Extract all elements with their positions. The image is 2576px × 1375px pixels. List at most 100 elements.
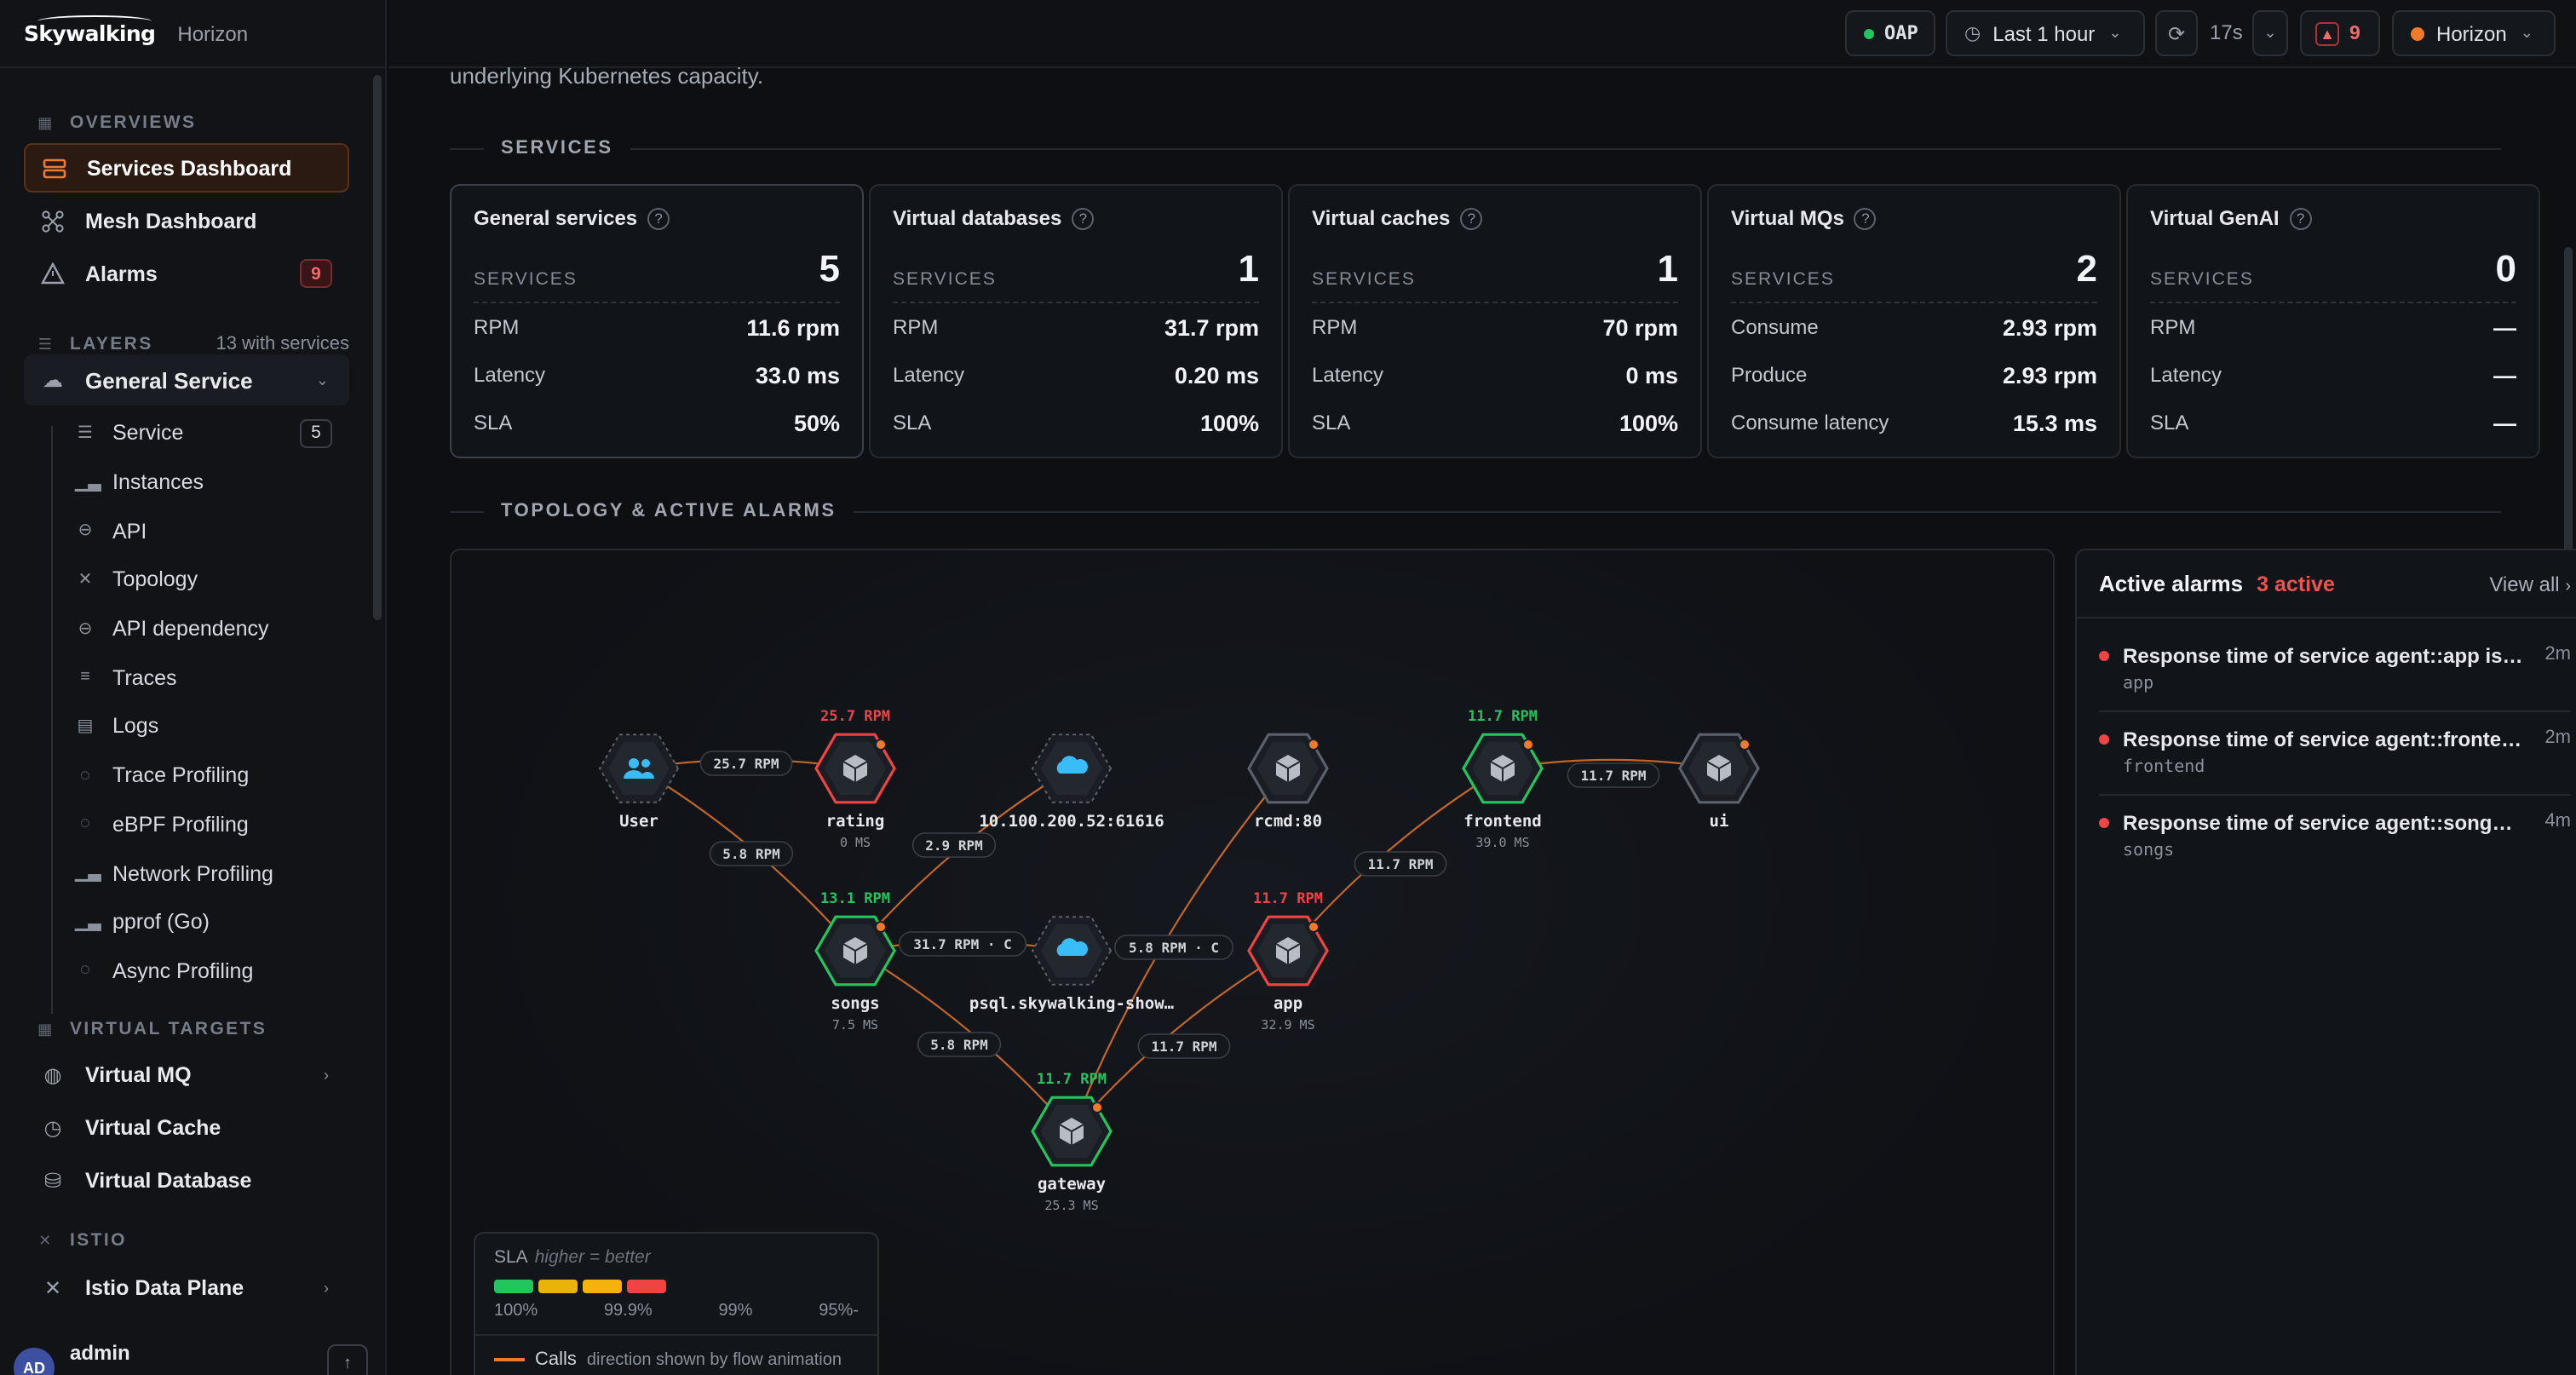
sidebar-item-label: Istio Data Plane	[85, 1275, 244, 1299]
card-virtual-databases[interactable]: Virtual databases? SERVICES 1 RPM 31.7 rpm…	[869, 184, 1283, 458]
card-virtual-mqs[interactable]: Virtual MQs? SERVICES 2 Consume 2.93 rpm P…	[1707, 184, 2121, 458]
metric-label: SLA	[1312, 411, 1351, 434]
layer-general-service[interactable]: ☁ General Service ⌄	[24, 354, 349, 406]
alarm-service: frontend	[2123, 758, 2205, 777]
card-count: 5	[819, 247, 841, 290]
alarm-item[interactable]: Response time of service agent::frontend…	[2099, 712, 2571, 796]
sidebar-item-virtual-database[interactable]: ⛁ Virtual Database	[24, 1155, 349, 1205]
user-menu[interactable]: AD admin ↑	[14, 1338, 375, 1375]
sidebar-item-istio-data-plane[interactable]: ✕ Istio Data Plane ›	[24, 1263, 349, 1312]
svg-text:11.7 RPM: 11.7 RPM	[1367, 856, 1433, 872]
sidebar-item-service[interactable]: ☰ Service 5	[75, 409, 387, 457]
edge-label: 11.7 RPM	[1567, 762, 1660, 788]
card-general-services[interactable]: General services? SERVICES 5 RPM 11.6 rpm …	[450, 184, 864, 458]
card-title: Virtual caches	[1312, 206, 1451, 230]
card-virtual-caches[interactable]: Virtual caches? SERVICES 1 RPM 70 rpm Late…	[1288, 184, 1702, 458]
sidebar-item-services-dashboard[interactable]: Services Dashboard	[24, 143, 349, 193]
list-icon: ☰	[78, 423, 93, 443]
alarm-time: 2m	[2544, 728, 2571, 748]
alarms-active-count: 3 active	[2257, 572, 2335, 595]
help-icon[interactable]: ?	[1460, 207, 1483, 229]
alarm-dot-icon	[2099, 734, 2109, 745]
sidebar-scrollbar[interactable]	[373, 75, 382, 620]
bar-chart-icon: ▁▃	[75, 864, 101, 883]
topology-node-songs[interactable]: songs 7.5 MS 13.1 RPM	[814, 890, 896, 1033]
sidebar-item-pprof[interactable]: ▁▃ pprof (Go)	[75, 898, 387, 946]
topology-node-frontend[interactable]: frontend 39.0 MS 11.7 RPM	[1462, 708, 1544, 850]
topology-node-gateway[interactable]: gateway 25.3 MS 11.7 RPM	[1031, 1071, 1113, 1213]
sidebar-item-instances[interactable]: ▁▃ Instances	[75, 457, 387, 506]
topology-graph[interactable]: 25.7 RPM 5.8 RPM 2.9 RPM 31.7 RPM · C 5.8 RP…	[451, 550, 2055, 1375]
refresh-button[interactable]: ⟳	[2155, 10, 2198, 56]
view-all-link[interactable]: View all ›	[2489, 572, 2571, 595]
topology-node-user[interactable]: User	[598, 734, 680, 831]
sidebar-item-mesh-dashboard[interactable]: Mesh Dashboard	[24, 196, 349, 245]
topology-node-rcmd[interactable]: rcmd:80	[1247, 733, 1329, 831]
sidebar-item-async-profiling[interactable]: ◌ Async Profiling	[75, 946, 387, 995]
sidebar-item-label: Virtual Cache	[85, 1115, 221, 1139]
sidebar-item-traces[interactable]: ≡ Traces	[75, 653, 387, 702]
chevron-down-icon: ⌄	[2520, 24, 2533, 41]
grid-icon: ▦	[37, 113, 55, 130]
svg-text:2.9 RPM: 2.9 RPM	[925, 837, 982, 854]
alarm-item[interactable]: Response time of service agent::app is m…	[2099, 629, 2571, 712]
topology-node-app[interactable]: app 32.9 MS 11.7 RPM	[1247, 890, 1329, 1033]
sidebar-item-api[interactable]: ⊖ API	[75, 507, 387, 555]
user-name: admin	[70, 1341, 130, 1365]
mesh-icon: ✕	[43, 1275, 62, 1299]
calls-label: Calls	[535, 1349, 577, 1370]
workspace-select[interactable]: Horizon ⌄	[2392, 10, 2556, 56]
alarm-message: Response time of service agent::frontend…	[2123, 728, 2523, 751]
metric-label: SLA	[474, 411, 513, 434]
help-icon[interactable]: ?	[1072, 207, 1095, 229]
topology-node-psql[interactable]: psql.skywalking-show…	[969, 916, 1174, 1013]
sidebar-item-ebpf-profiling[interactable]: ◌ eBPF Profiling	[75, 800, 387, 849]
alarm-item[interactable]: Response time of service agent::songs is…	[2099, 796, 2571, 879]
sidebar-item-label: Alarms	[85, 262, 158, 285]
collapse-up-button[interactable]: ↑	[327, 1344, 368, 1375]
alarms-header: Active alarms 3 active View all ›	[2077, 550, 2576, 618]
status-dot-icon	[1864, 28, 1874, 38]
topology-node-ui[interactable]: ui	[1678, 733, 1760, 831]
help-icon[interactable]: ?	[647, 207, 670, 229]
sidebar-item-trace-profiling[interactable]: ◌ Trace Profiling	[75, 751, 387, 800]
card-metric: Produce 2.93 rpm	[1731, 351, 2097, 399]
time-range-select[interactable]: ◷ Last 1 hour ⌄	[1946, 10, 2145, 56]
refresh-interval-dropdown[interactable]: ⌄	[2252, 10, 2288, 56]
virtual-heading: ▦ VIRTUAL TARGETS	[37, 1012, 387, 1046]
skywalking-logo[interactable]: Skywalking	[24, 15, 156, 46]
bar-chart-icon: ▁▃	[75, 473, 101, 492]
topology-panel[interactable]: 25.7 RPM 5.8 RPM 2.9 RPM 31.7 RPM · C 5.8 RP…	[450, 549, 2055, 1375]
topology-node-ext[interactable]: 10.100.200.52:61616	[979, 734, 1164, 831]
sidebar-item-virtual-cache[interactable]: ◷ Virtual Cache	[24, 1102, 349, 1152]
service-count-badge: 5	[300, 418, 332, 448]
sidebar-item-alarms[interactable]: Alarms 9	[24, 249, 349, 298]
metric-label: RPM	[893, 315, 939, 339]
metric-value: 2.93 rpm	[2002, 314, 2097, 340]
legend-divider	[475, 1334, 877, 1336]
help-icon[interactable]: ?	[2289, 207, 2312, 229]
metric-label: RPM	[474, 315, 520, 339]
sidebar-item-logs[interactable]: ▤ Logs	[75, 702, 387, 751]
warning-icon	[41, 262, 65, 285]
svg-text:rating: rating	[826, 812, 885, 831]
sidebar-item-virtual-mq[interactable]: ◍ Virtual MQ ›	[24, 1050, 349, 1099]
alarm-dot-icon	[2099, 651, 2109, 661]
metric-value: 100%	[1619, 410, 1678, 435]
clock-icon: ◷	[43, 1115, 62, 1139]
sidebar-item-api-dependency[interactable]: ⊖ API dependency	[75, 605, 387, 653]
metric-value: —	[2493, 410, 2516, 435]
sidebar-item-topology[interactable]: ✕ Topology	[75, 555, 387, 604]
alerts-button[interactable]: ▲ 9	[2300, 10, 2380, 56]
view-all-label: View all	[2489, 572, 2560, 595]
oap-status[interactable]: OAP	[1845, 10, 1935, 56]
svg-text:5.8 RPM · C: 5.8 RPM · C	[1129, 940, 1219, 956]
mesh-icon	[41, 209, 65, 233]
topology-node-rating[interactable]: rating 0 MS 25.7 RPM	[814, 708, 896, 850]
sidebar-item-network-profiling[interactable]: ▁▃ Network Profiling	[75, 849, 387, 897]
layers-heading: ☰ LAYERS 13 with services	[37, 327, 387, 361]
svg-text:11.7 RPM: 11.7 RPM	[1037, 1071, 1107, 1088]
card-virtual-genai[interactable]: Virtual GenAI? SERVICES 0 RPM — Latency — S…	[2126, 184, 2540, 458]
topology-edge[interactable]	[854, 768, 1072, 952]
help-icon[interactable]: ?	[1854, 207, 1877, 229]
